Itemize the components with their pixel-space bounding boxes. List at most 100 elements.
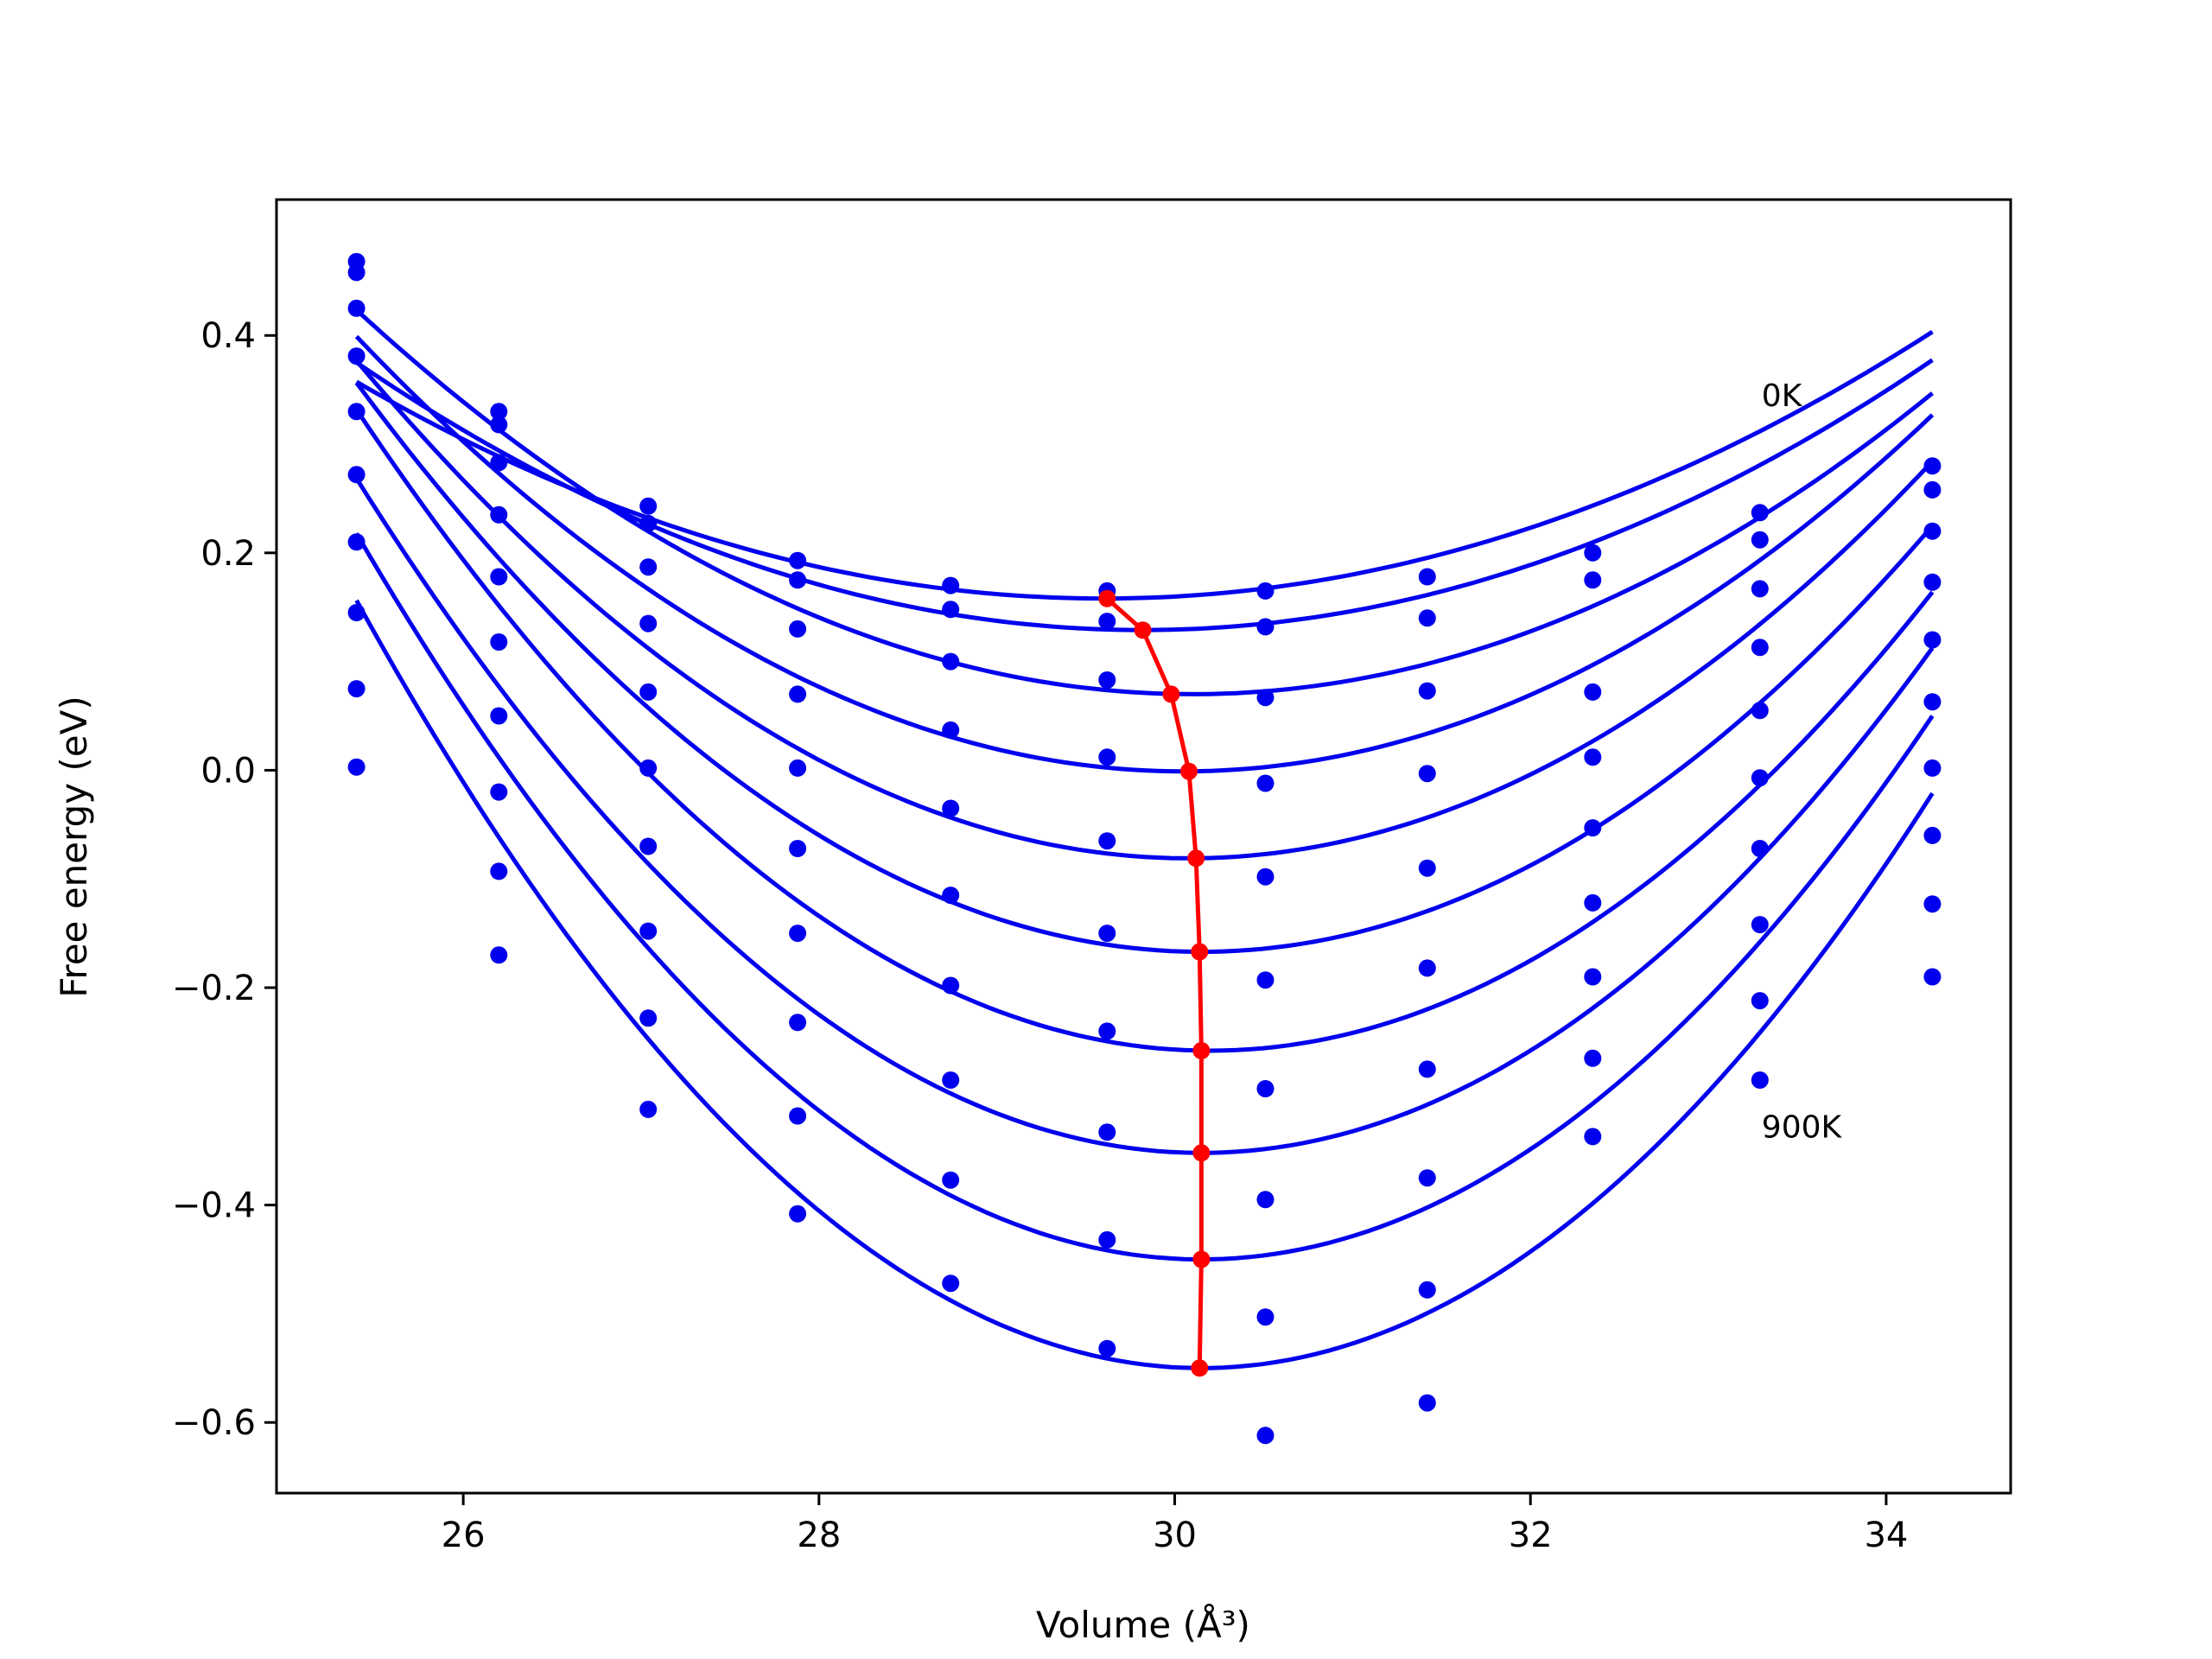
data-point-s6-3: [789, 925, 807, 943]
data-point-s2-10: [1923, 522, 1942, 540]
y-tick-label-4: 0.2: [200, 534, 256, 574]
data-point-s4-5: [1098, 832, 1116, 850]
data-point-s3-3: [789, 685, 807, 703]
data-point-s3-5: [1098, 748, 1116, 766]
data-point-s3-4: [942, 721, 960, 739]
data-point-s1-10: [1923, 480, 1942, 499]
data-point-s9-7: [1418, 1394, 1436, 1412]
data-point-s1-7: [1418, 609, 1436, 627]
data-point-s3-7: [1418, 765, 1436, 783]
data-point-s3-6: [1256, 774, 1274, 792]
data-point-s6-5: [1098, 1022, 1116, 1040]
data-point-s3-9: [1751, 639, 1769, 657]
data-point-s5-5: [1098, 925, 1116, 943]
annotation-1: 900K: [1762, 1110, 1843, 1146]
data-point-s9-2: [639, 1100, 658, 1118]
data-point-s7-4: [942, 1071, 960, 1089]
data-point-s1-2: [639, 514, 658, 532]
annotations: 0K 900K: [1762, 378, 1843, 1146]
data-point-s2-0: [347, 299, 365, 317]
x-axis-title: Volume (Å³): [1036, 1603, 1250, 1646]
fit-curve-4: [354, 359, 1935, 861]
data-point-s1-4: [942, 601, 960, 619]
fit-curve-6: [354, 408, 1935, 1053]
data-point-s9-1: [490, 946, 508, 964]
equilibrium-point-8: [1192, 1250, 1211, 1268]
data-point-s7-0: [347, 604, 365, 621]
data-point-s5-10: [1923, 693, 1942, 711]
data-point-s6-1: [490, 707, 508, 725]
data-point-s9-9: [1751, 1071, 1769, 1089]
data-point-s4-8: [1584, 819, 1602, 837]
data-point-s5-8: [1584, 893, 1602, 912]
data-point-s2-4: [942, 652, 960, 671]
data-point-s9-6: [1256, 1427, 1274, 1445]
data-point-s2-5: [1098, 671, 1116, 689]
data-point-s3-8: [1584, 748, 1602, 766]
x-tick-label-2: 30: [1153, 1516, 1197, 1555]
data-point-s2-6: [1256, 689, 1274, 707]
data-point-s7-2: [639, 922, 658, 940]
data-point-s0-2: [639, 497, 658, 515]
x-tick-label-3: 32: [1509, 1516, 1553, 1555]
data-point-s8-7: [1418, 1281, 1436, 1299]
y-tick-label-2: −0.2: [172, 969, 256, 1008]
data-point-s2-9: [1751, 580, 1769, 598]
y-tick-label-3: 0.0: [200, 751, 256, 791]
data-point-s4-1: [490, 568, 508, 586]
data-point-s4-9: [1751, 702, 1769, 720]
data-point-s3-2: [639, 614, 658, 632]
data-point-s9-3: [789, 1205, 807, 1223]
data-point-s5-7: [1418, 959, 1436, 977]
data-point-s0-6: [1256, 582, 1274, 600]
data-point-s7-10: [1923, 826, 1942, 844]
data-point-s4-7: [1418, 859, 1436, 877]
equilibrium-point-5: [1191, 943, 1209, 961]
data-point-s1-3: [789, 571, 807, 589]
data-point-s6-10: [1923, 759, 1942, 777]
plot-frame: [275, 198, 2012, 1495]
equilibrium-point-3: [1180, 762, 1198, 780]
data-point-s1-8: [1584, 571, 1602, 589]
data-point-s3-0: [347, 347, 365, 365]
data-point-s0-1: [490, 403, 508, 421]
data-point-s7-8: [1584, 1049, 1602, 1067]
data-point-s7-5: [1098, 1123, 1116, 1141]
equilibrium-line: [1105, 596, 1204, 1369]
y-tick-label-1: −0.4: [172, 1186, 256, 1226]
data-point-s0-3: [789, 551, 807, 569]
fit-curve-5: [354, 381, 1935, 954]
data-point-s0-7: [1418, 568, 1436, 586]
data-point-s1-0: [347, 264, 365, 282]
data-point-s7-1: [490, 783, 508, 801]
plot-area: [347, 252, 1942, 1445]
y-tick-label-0: −0.6: [172, 1403, 256, 1443]
data-point-s9-5: [1098, 1339, 1116, 1357]
data-point-s5-9: [1751, 769, 1769, 787]
data-point-s6-4: [942, 976, 960, 995]
equilibrium-point-7: [1192, 1144, 1211, 1162]
data-point-s7-6: [1256, 1191, 1274, 1209]
data-point-s2-7: [1418, 682, 1436, 700]
data-point-s8-2: [639, 1009, 658, 1027]
equilibrium-point-0: [1098, 589, 1116, 607]
y-axis-title: Free energy (eV): [53, 696, 95, 998]
annotation-0: 0K: [1762, 378, 1803, 414]
data-point-s1-5: [1098, 613, 1116, 631]
data-point-s1-9: [1751, 531, 1769, 549]
fit-curve-2: [354, 308, 1934, 696]
data-point-s6-2: [639, 837, 658, 855]
equilibrium-point-9: [1191, 1359, 1209, 1377]
data-point-s8-9: [1751, 992, 1769, 1010]
data-point-s8-4: [942, 1171, 960, 1189]
data-point-s8-3: [789, 1107, 807, 1125]
equilibrium-point-2: [1162, 685, 1180, 703]
data-point-s4-6: [1256, 868, 1274, 886]
data-point-s2-1: [490, 454, 508, 472]
data-point-s0-4: [942, 576, 960, 594]
x-tick-label-1: 28: [797, 1516, 841, 1555]
data-point-s9-0: [347, 758, 365, 776]
data-point-s6-6: [1256, 1080, 1274, 1097]
